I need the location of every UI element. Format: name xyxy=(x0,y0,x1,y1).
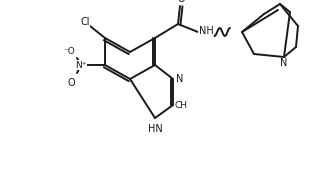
Text: Cl: Cl xyxy=(80,17,90,27)
Text: ⁻O: ⁻O xyxy=(63,46,75,55)
Text: NH: NH xyxy=(199,26,214,36)
Text: CH: CH xyxy=(174,100,187,109)
Text: N: N xyxy=(176,74,184,84)
Text: N: N xyxy=(280,58,288,68)
Text: N⁺: N⁺ xyxy=(75,61,87,70)
Text: O: O xyxy=(177,0,185,4)
Text: HN: HN xyxy=(148,124,162,134)
Text: O: O xyxy=(67,78,75,88)
